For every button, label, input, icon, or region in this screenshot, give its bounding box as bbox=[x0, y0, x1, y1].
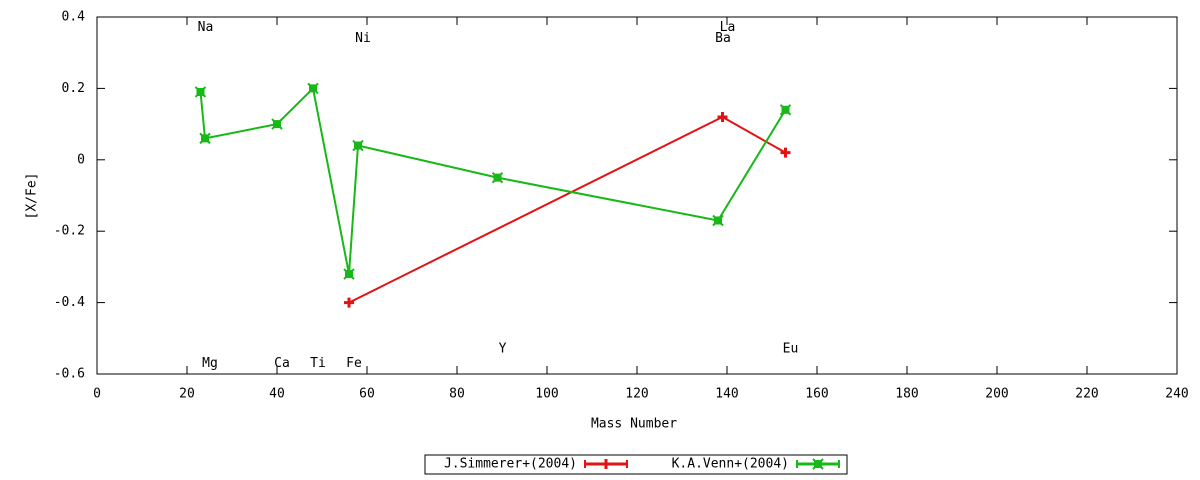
x-tick-label: 140 bbox=[715, 387, 738, 402]
y-tick-label: -0.6 bbox=[54, 367, 85, 382]
element-label: Y bbox=[499, 342, 507, 357]
x-tick-label: 120 bbox=[625, 387, 648, 402]
legend-label: J.Simmerer+(2004) bbox=[444, 457, 577, 472]
x-tick-label: 160 bbox=[805, 387, 828, 402]
x-tick-label: 100 bbox=[535, 387, 558, 402]
element-label: Fe bbox=[346, 356, 362, 371]
element-label: Eu bbox=[783, 342, 799, 357]
element-label: Ni bbox=[355, 31, 371, 46]
y-tick-label: -0.4 bbox=[54, 295, 85, 310]
x-axis-label: Mass Number bbox=[591, 417, 677, 432]
data-point bbox=[812, 458, 824, 470]
x-tick-label: 60 bbox=[359, 387, 375, 402]
data-point bbox=[779, 104, 792, 116]
marker-shape bbox=[491, 171, 504, 184]
marker-shape bbox=[307, 82, 319, 95]
legend-label: K.A.Venn+(2004) bbox=[672, 457, 789, 472]
marker-shape bbox=[712, 214, 724, 227]
marker-shape bbox=[344, 297, 354, 308]
x-tick-label: 220 bbox=[1075, 387, 1098, 402]
y-axis-label: [X/Fe] bbox=[25, 173, 40, 220]
marker-shape bbox=[271, 118, 283, 130]
data-point bbox=[712, 214, 724, 227]
data-point bbox=[199, 132, 211, 145]
plot-frame bbox=[96, 16, 1178, 375]
x-tick-label: 0 bbox=[93, 387, 101, 402]
legend-swatch bbox=[584, 459, 628, 469]
marker-shape bbox=[779, 104, 792, 116]
y-tick-label: 0 bbox=[77, 152, 85, 167]
marker-shape bbox=[199, 132, 211, 145]
data-point bbox=[352, 139, 364, 152]
marker-shape bbox=[812, 458, 824, 470]
data-point bbox=[307, 82, 319, 95]
data-point bbox=[491, 171, 504, 184]
marker-shape bbox=[352, 139, 364, 152]
data-point bbox=[343, 268, 355, 280]
marker-shape bbox=[194, 86, 207, 98]
marker-shape bbox=[780, 147, 791, 158]
data-point bbox=[717, 111, 728, 122]
x-tick-label: 240 bbox=[1165, 387, 1188, 402]
x-tick-label: 200 bbox=[985, 387, 1008, 402]
element-label: La bbox=[720, 20, 736, 35]
element-label: Ba bbox=[715, 31, 731, 46]
element-label: Ti bbox=[310, 356, 326, 371]
data-point bbox=[780, 147, 791, 158]
y-tick-label: 0.2 bbox=[62, 81, 85, 96]
y-tick-label: 0.4 bbox=[62, 10, 86, 25]
data-point bbox=[194, 86, 207, 98]
legend-swatch bbox=[796, 458, 840, 470]
element-label: Na bbox=[198, 20, 214, 35]
y-tick-label: -0.2 bbox=[54, 224, 85, 239]
x-tick-label: 40 bbox=[269, 387, 285, 402]
data-point bbox=[271, 118, 283, 130]
element-label: Mg bbox=[202, 356, 218, 371]
x-tick-label: 80 bbox=[449, 387, 465, 402]
legend-box bbox=[424, 454, 848, 475]
data-point bbox=[344, 297, 354, 308]
x-tick-label: 180 bbox=[895, 387, 918, 402]
marker-shape bbox=[717, 111, 728, 122]
marker-shape bbox=[601, 459, 611, 469]
x-tick-label: 20 bbox=[179, 387, 195, 402]
marker-shape bbox=[343, 268, 355, 280]
series-line bbox=[348, 115, 786, 304]
element-label: Ca bbox=[274, 356, 290, 371]
data-point bbox=[601, 459, 611, 469]
